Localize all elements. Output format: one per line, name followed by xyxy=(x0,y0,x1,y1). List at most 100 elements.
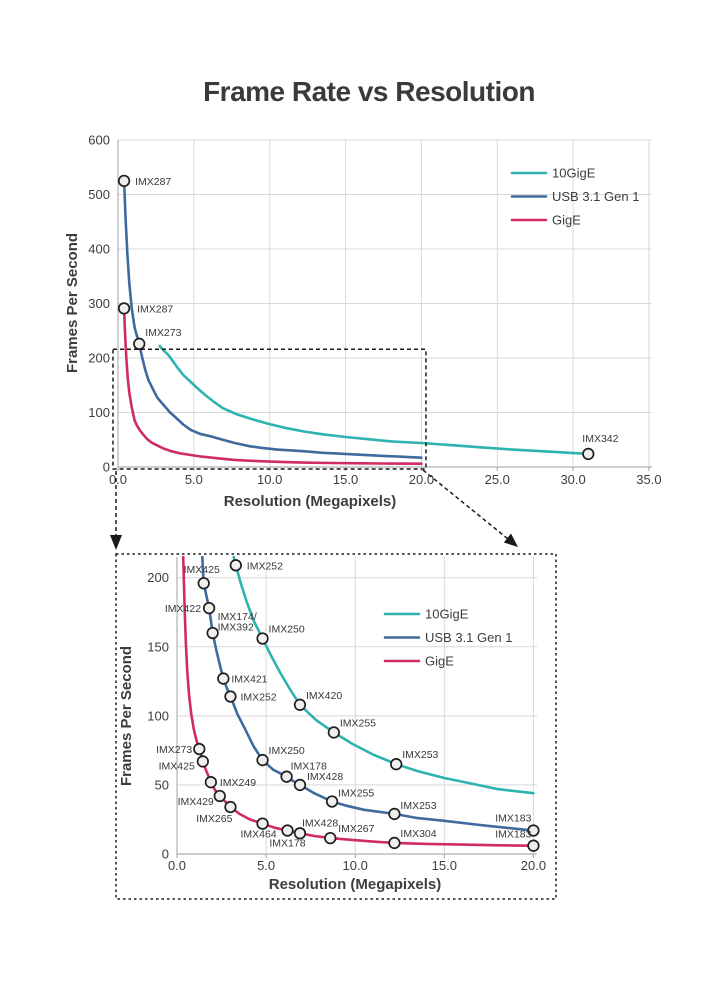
point-label: IMX252 xyxy=(247,560,283,572)
data-point-IMX265 xyxy=(224,800,237,814)
data-point-IMX252 xyxy=(229,559,242,572)
inset-border xyxy=(115,553,557,900)
data-point-IMX178 xyxy=(280,770,293,783)
x-tick-label: 10.0 xyxy=(257,472,282,487)
arrowhead-left xyxy=(110,535,122,550)
legend-label: 10GigE xyxy=(552,166,596,181)
y-tick-label: 100 xyxy=(147,708,169,723)
y-axis-title: Frames Per Second xyxy=(64,233,81,373)
point-label: IMX273 xyxy=(156,744,192,756)
point-label: IMX265 xyxy=(196,813,232,825)
data-point-IMX420 xyxy=(293,698,307,711)
zoom-annotations xyxy=(110,348,557,900)
zoom-region-rect xyxy=(112,348,427,470)
x-tick-label: 25.0 xyxy=(485,472,510,487)
series-curves xyxy=(181,556,535,847)
data-point-IMX183 xyxy=(527,839,540,852)
point-label: IMX425 xyxy=(184,564,220,576)
data-point-IMX422 xyxy=(202,601,216,615)
point-label: IMX252 xyxy=(240,692,276,704)
point-label: IMX250 xyxy=(269,745,305,757)
tick-labels: 0.0 5.0 10.0 15.0 20.0 0 50 100 150 200 xyxy=(147,570,546,873)
point-label: IMX183 xyxy=(495,829,531,841)
point-label: IMX255 xyxy=(340,717,376,729)
curve-gige xyxy=(181,556,535,847)
y-tick-label: 0 xyxy=(162,847,169,862)
data-point-IMX304 xyxy=(388,836,401,850)
data-point-IMX428 xyxy=(293,827,307,840)
y-axis-title: Frames Per Second xyxy=(118,646,135,786)
y-tick-label: 600 xyxy=(88,133,110,148)
x-axis-title: Resolution (Megapixels) xyxy=(269,876,442,893)
point-label: IMX304 xyxy=(400,828,436,840)
data-point-IMX252 xyxy=(224,690,237,703)
curve-gige xyxy=(122,307,423,465)
data-point-IMX273 xyxy=(193,742,206,756)
arrowhead-right xyxy=(503,533,518,547)
x-axis-title: Resolution (Megapixels) xyxy=(224,493,397,510)
point-label: IMX428 xyxy=(302,817,338,829)
legend: 10GigE USB 3.1 Gen 1 GigE xyxy=(383,607,512,669)
legend-label: USB 3.1 Gen 1 xyxy=(552,189,639,204)
x-tick-label: 15.0 xyxy=(333,472,358,487)
x-tick-label: 15.0 xyxy=(432,858,457,873)
point-label: IMX174/IMX392 xyxy=(218,611,257,634)
x-tick-label: 20.0 xyxy=(409,472,434,487)
x-tick-label: 10.0 xyxy=(343,858,368,873)
data-point-IMX253 xyxy=(388,807,401,821)
y-tick-label: 150 xyxy=(147,639,169,654)
data-point-IMX253 xyxy=(390,758,403,771)
point-label: IMX253 xyxy=(402,749,438,761)
data-point-IMX174-IMX392 xyxy=(206,626,219,640)
legend-label: USB 3.1 Gen 1 xyxy=(425,630,512,645)
x-tick-label: 20.0 xyxy=(521,858,546,873)
data-point-IMX178 xyxy=(281,824,294,837)
y-tick-label: 100 xyxy=(88,405,110,420)
y-tick-label: 200 xyxy=(147,570,169,585)
y-tick-label: 500 xyxy=(88,187,110,202)
x-tick-label: 0.0 xyxy=(168,858,186,873)
data-point-IMX255 xyxy=(325,795,339,808)
y-tick-label: 0 xyxy=(103,460,110,475)
curve-10gige xyxy=(232,556,535,795)
data-point-IMX255 xyxy=(327,726,340,739)
point-label: IMX253 xyxy=(400,800,436,812)
point-label: IMX421 xyxy=(231,674,267,686)
point-label: IMX183 xyxy=(495,813,531,825)
data-point-IMX250 xyxy=(256,753,269,767)
point-label: IMX429 xyxy=(178,796,214,808)
x-tick-label: 5.0 xyxy=(257,858,275,873)
main-chart: 0.0 5.0 10.0 15.0 20.0 25.0 30.0 35.0 0 100 200 300… xyxy=(64,133,662,511)
x-tick-label: 0.0 xyxy=(109,472,127,487)
point-label: IMX250 xyxy=(269,624,305,636)
legend-label: GigE xyxy=(552,213,581,228)
x-tick-label: 35.0 xyxy=(636,472,661,487)
point-label: IMX249 xyxy=(220,777,256,789)
data-point-IMX267 xyxy=(324,831,337,845)
data-point-IMX464 xyxy=(256,817,269,830)
x-tick-label: 5.0 xyxy=(185,472,203,487)
data-point-IMX429 xyxy=(213,789,226,803)
data-point-IMX421 xyxy=(217,672,230,685)
point-label: IMX178 xyxy=(291,761,327,773)
point-label: IMX422 xyxy=(165,603,201,615)
chart-title: Frame Rate vs Resolution xyxy=(203,76,535,107)
point-label: IMX287 xyxy=(135,176,171,188)
y-tick-label: 50 xyxy=(155,777,169,792)
curve-usb-3-1-gen-1 xyxy=(122,179,423,459)
y-tick-label: 400 xyxy=(88,242,110,257)
x-tick-label: 30.0 xyxy=(560,472,585,487)
y-tick-label: 200 xyxy=(88,351,110,366)
point-label: IMX255 xyxy=(338,788,374,800)
data-point-IMX425 xyxy=(197,577,210,590)
data-point-IMX183 xyxy=(527,824,540,837)
point-label: IMX420 xyxy=(306,690,342,702)
data-point-IMX250 xyxy=(256,632,269,645)
legend-label: GigE xyxy=(425,654,454,669)
data-point-IMX249 xyxy=(204,776,218,789)
tick-labels: 0.0 5.0 10.0 15.0 20.0 25.0 30.0 35.0 0 100 200 300… xyxy=(88,133,661,488)
curve-10gige xyxy=(158,344,590,456)
data-point-IMX428 xyxy=(293,778,307,792)
